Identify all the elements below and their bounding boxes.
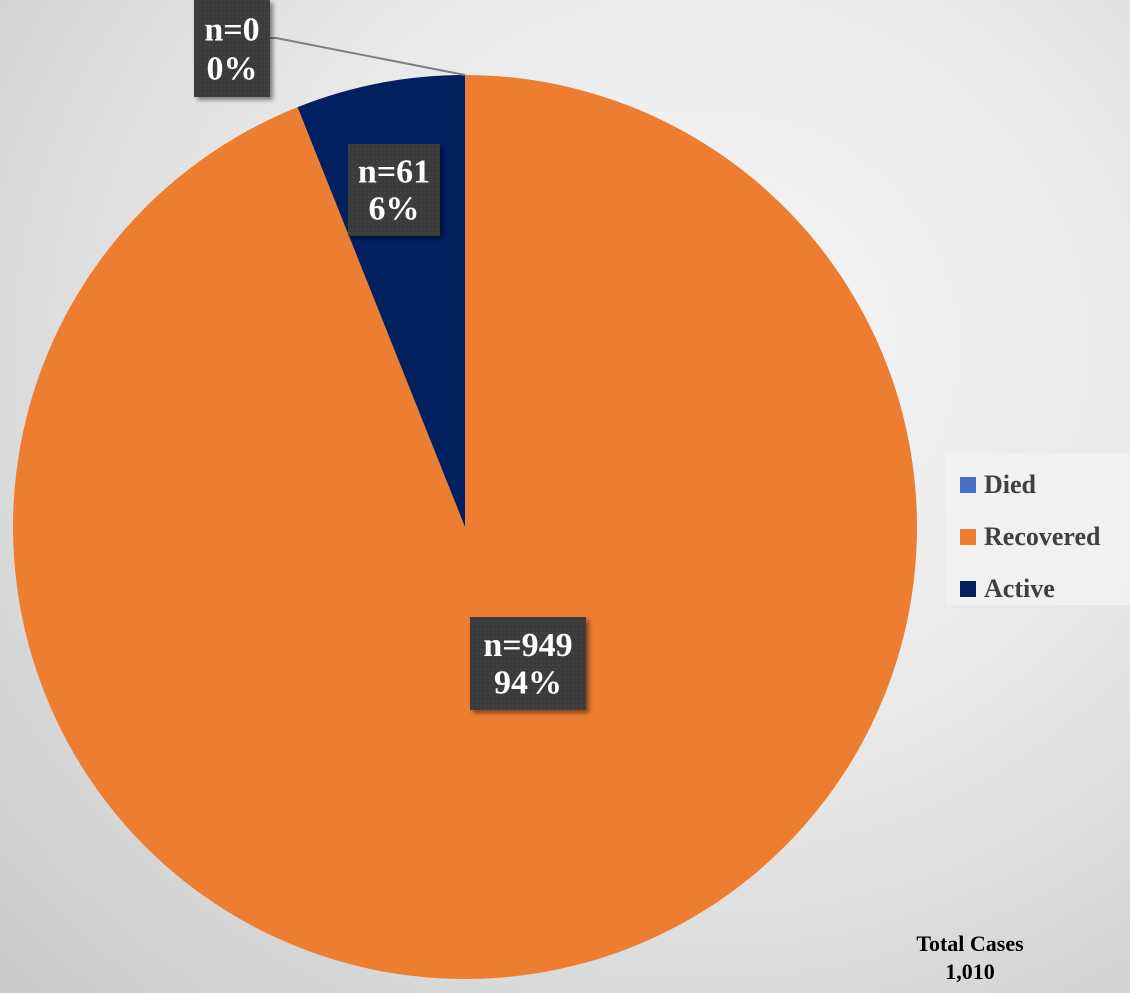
data-label-box-recovered (470, 617, 586, 710)
legend: Died Recovered Active (946, 453, 1130, 605)
data-label-percent-died: 0% (207, 51, 258, 88)
legend-swatch-recovered (960, 529, 976, 545)
pie-slice-recovered (12, 75, 917, 979)
total-cases-label: Total Cases (916, 931, 1024, 956)
legend-swatch-died (960, 477, 976, 493)
total-cases-value: 1,010 (945, 959, 995, 984)
legend-label-recovered: Recovered (984, 522, 1101, 551)
data-label-percent-active: 6% (369, 190, 420, 227)
data-label-box-died (194, 0, 270, 97)
data-label-died: n=00% (194, 0, 270, 97)
data-label-percent-recovered: 94% (494, 664, 562, 701)
data-label-count-active: n=61 (358, 154, 430, 191)
pie-slices (12, 75, 917, 979)
legend-label-died: Died (984, 470, 1036, 499)
legend-item-active: Active (946, 563, 1130, 615)
total-cases-annotation: Total Cases 1,010 (870, 930, 1070, 986)
legend-item-recovered: Recovered (946, 511, 1130, 563)
data-label-active: n=616% (348, 144, 440, 236)
legend-swatch-active (960, 581, 976, 597)
legend-label-active: Active (984, 574, 1055, 603)
data-label-box-active (348, 144, 440, 236)
leader-lines (270, 37, 466, 76)
data-label-count-recovered: n=949 (483, 627, 572, 664)
legend-item-died: Died (946, 459, 1130, 511)
data-label-count-died: n=0 (204, 12, 259, 49)
leader-line-died (270, 37, 466, 76)
